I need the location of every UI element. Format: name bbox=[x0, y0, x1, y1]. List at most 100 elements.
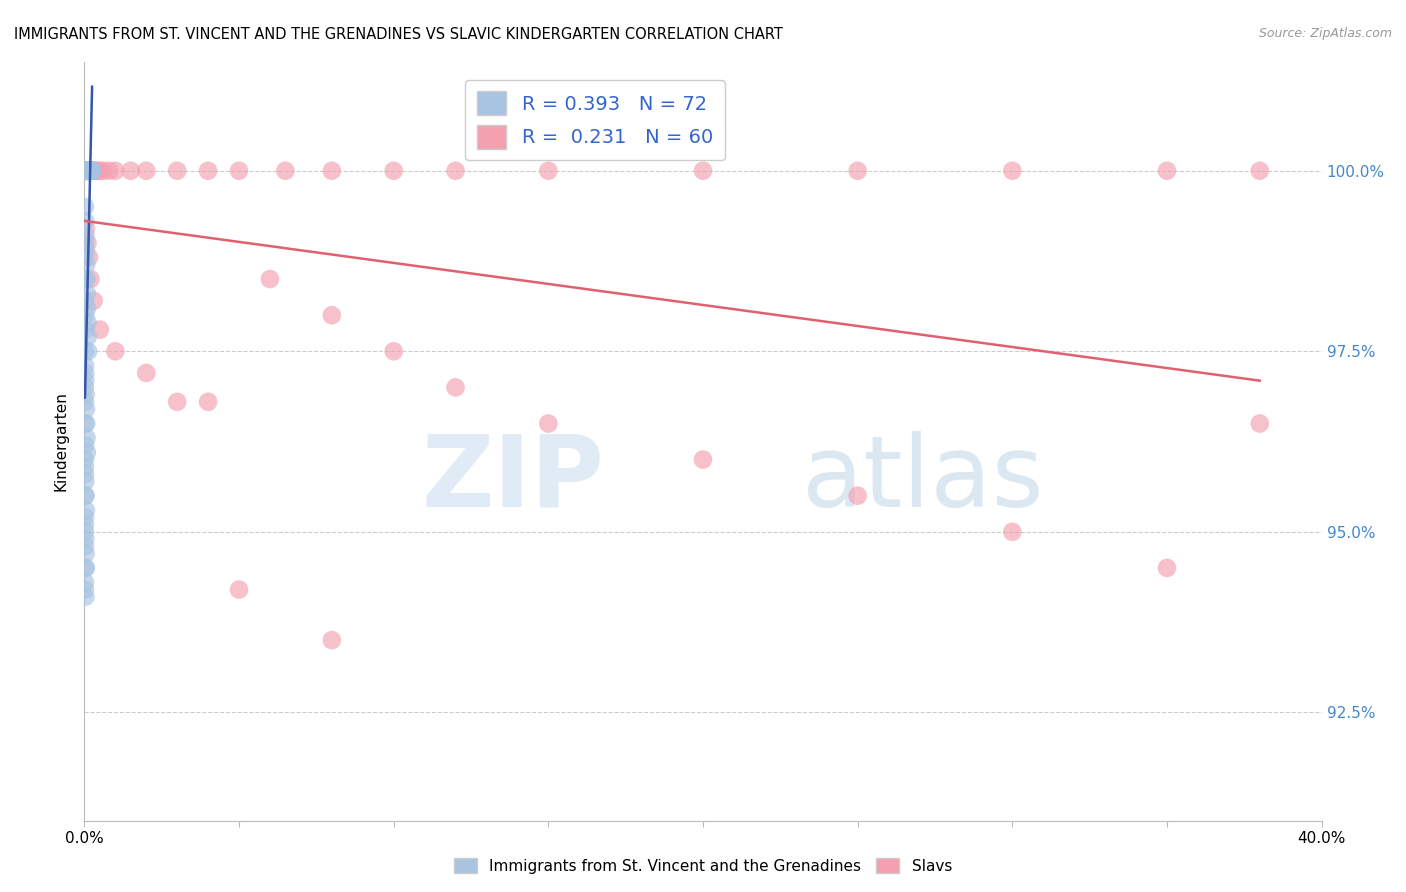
Text: atlas: atlas bbox=[801, 431, 1043, 528]
Point bbox=[382, 163, 405, 178]
Point bbox=[846, 489, 869, 503]
Point bbox=[692, 163, 714, 178]
Point bbox=[76, 286, 98, 301]
Point bbox=[77, 251, 100, 265]
Point bbox=[75, 475, 97, 489]
Point bbox=[1156, 561, 1178, 575]
Point bbox=[73, 235, 96, 250]
Point bbox=[79, 163, 101, 178]
Point bbox=[86, 163, 108, 178]
Point bbox=[692, 452, 714, 467]
Point bbox=[321, 633, 343, 648]
Point bbox=[79, 272, 101, 286]
Point bbox=[73, 380, 96, 394]
Point bbox=[75, 489, 97, 503]
Point bbox=[197, 163, 219, 178]
Point bbox=[75, 221, 97, 235]
Point bbox=[73, 575, 96, 590]
Point bbox=[75, 546, 97, 560]
Point bbox=[73, 394, 96, 409]
Point bbox=[76, 431, 98, 445]
Point bbox=[79, 163, 101, 178]
Point bbox=[77, 163, 100, 178]
Point bbox=[444, 380, 467, 394]
Point bbox=[73, 452, 96, 467]
Point bbox=[75, 163, 97, 178]
Point bbox=[537, 163, 560, 178]
Point bbox=[73, 524, 96, 539]
Point bbox=[98, 163, 121, 178]
Point bbox=[75, 228, 97, 243]
Point bbox=[75, 163, 97, 178]
Point bbox=[75, 366, 97, 380]
Point bbox=[91, 163, 114, 178]
Point bbox=[76, 163, 98, 178]
Point bbox=[76, 163, 98, 178]
Point bbox=[79, 163, 101, 178]
Point bbox=[89, 163, 111, 178]
Point bbox=[79, 163, 101, 178]
Point bbox=[80, 163, 103, 178]
Point bbox=[77, 344, 100, 359]
Point bbox=[75, 163, 97, 178]
Point bbox=[1156, 163, 1178, 178]
Point bbox=[76, 163, 98, 178]
Point bbox=[259, 272, 281, 286]
Point bbox=[80, 163, 103, 178]
Point bbox=[73, 200, 96, 214]
Point bbox=[79, 163, 101, 178]
Y-axis label: Kindergarten: Kindergarten bbox=[53, 392, 69, 491]
Legend: R = 0.393   N = 72, R =  0.231   N = 60: R = 0.393 N = 72, R = 0.231 N = 60 bbox=[465, 79, 724, 161]
Point bbox=[73, 517, 96, 532]
Text: ZIP: ZIP bbox=[422, 431, 605, 528]
Point bbox=[76, 163, 98, 178]
Point bbox=[228, 163, 250, 178]
Point bbox=[83, 163, 105, 178]
Point bbox=[382, 344, 405, 359]
Point bbox=[82, 163, 104, 178]
Text: IMMIGRANTS FROM ST. VINCENT AND THE GRENADINES VS SLAVIC KINDERGARTEN CORRELATIO: IMMIGRANTS FROM ST. VINCENT AND THE GREN… bbox=[14, 27, 783, 42]
Point bbox=[76, 330, 98, 344]
Point bbox=[1249, 417, 1271, 431]
Point bbox=[73, 359, 96, 373]
Point bbox=[77, 163, 100, 178]
Point bbox=[76, 163, 98, 178]
Point bbox=[75, 323, 97, 337]
Point bbox=[75, 561, 97, 575]
Point bbox=[104, 344, 127, 359]
Point bbox=[77, 163, 100, 178]
Point bbox=[73, 344, 96, 359]
Point bbox=[76, 163, 98, 178]
Point bbox=[1001, 163, 1024, 178]
Point bbox=[73, 539, 96, 553]
Point bbox=[846, 163, 869, 178]
Point bbox=[73, 293, 96, 308]
Point bbox=[197, 394, 219, 409]
Point bbox=[75, 163, 97, 178]
Point bbox=[76, 163, 98, 178]
Point bbox=[75, 163, 97, 178]
Point bbox=[321, 163, 343, 178]
Point bbox=[73, 163, 96, 178]
Point bbox=[321, 308, 343, 322]
Point bbox=[80, 163, 103, 178]
Point bbox=[166, 163, 188, 178]
Point bbox=[75, 163, 97, 178]
Point bbox=[73, 251, 96, 265]
Point bbox=[537, 417, 560, 431]
Point bbox=[228, 582, 250, 597]
Point bbox=[73, 489, 96, 503]
Text: Source: ZipAtlas.com: Source: ZipAtlas.com bbox=[1258, 27, 1392, 40]
Point bbox=[73, 459, 96, 474]
Point bbox=[75, 308, 97, 322]
Point bbox=[166, 394, 188, 409]
Point bbox=[75, 373, 97, 387]
Point bbox=[73, 561, 96, 575]
Point bbox=[82, 163, 104, 178]
Point bbox=[76, 301, 98, 315]
Point bbox=[75, 402, 97, 417]
Point bbox=[77, 163, 100, 178]
Point bbox=[75, 590, 97, 604]
Point bbox=[83, 293, 105, 308]
Point bbox=[104, 163, 127, 178]
